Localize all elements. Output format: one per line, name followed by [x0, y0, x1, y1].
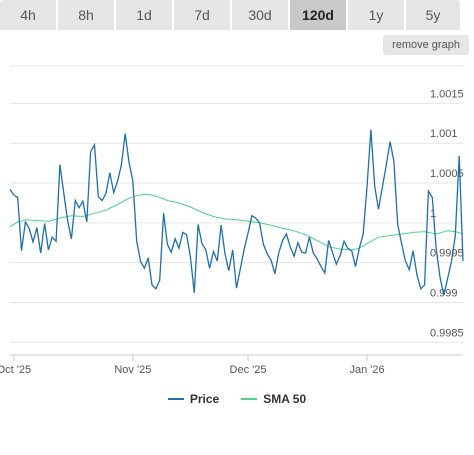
price-swatch-icon: [167, 398, 184, 400]
tab-1d[interactable]: 1d: [116, 0, 172, 30]
tab-8h[interactable]: 8h: [58, 0, 114, 30]
sma-50-series-line: [9, 193, 464, 251]
legend-item-price[interactable]: Price: [167, 392, 220, 406]
price-series-line: [9, 129, 464, 296]
y-tick-label: 0.9995: [430, 248, 464, 260]
y-tick-label: 1.0005: [430, 168, 464, 180]
tab-4h[interactable]: 4h: [0, 0, 56, 30]
x-tick-label: Dec '25: [230, 364, 267, 376]
x-tick-label: Oct '25: [0, 364, 31, 376]
timeframe-tabs: 4h 8h 1d 7d 30d 120d 1y 5y: [0, 0, 474, 30]
y-tick-label: 0.9985: [430, 327, 464, 339]
tab-5y[interactable]: 5y: [406, 0, 460, 30]
tab-7d[interactable]: 7d: [174, 0, 230, 30]
y-tick-label: 1.0015: [430, 88, 464, 100]
sma-swatch-icon: [241, 398, 258, 400]
remove-graph-button[interactable]: remove graph: [383, 35, 469, 55]
x-axis-ticks: Oct '25 Nov '25 Dec '25 Jan '26: [0, 355, 385, 376]
x-tick-label: Jan '26: [349, 364, 384, 376]
legend-item-sma[interactable]: SMA 50: [241, 392, 306, 406]
tab-120d[interactable]: 120d: [290, 0, 346, 30]
chart-legend: Price SMA 50: [0, 392, 474, 406]
y-tick-label: 1.001: [430, 128, 458, 140]
legend-label-price: Price: [189, 392, 220, 406]
x-tick-label: Nov '25: [114, 364, 151, 376]
tab-1y[interactable]: 1y: [348, 0, 404, 30]
legend-label-sma: SMA 50: [263, 392, 307, 406]
grid: [10, 65, 463, 356]
tab-30d[interactable]: 30d: [232, 0, 288, 30]
